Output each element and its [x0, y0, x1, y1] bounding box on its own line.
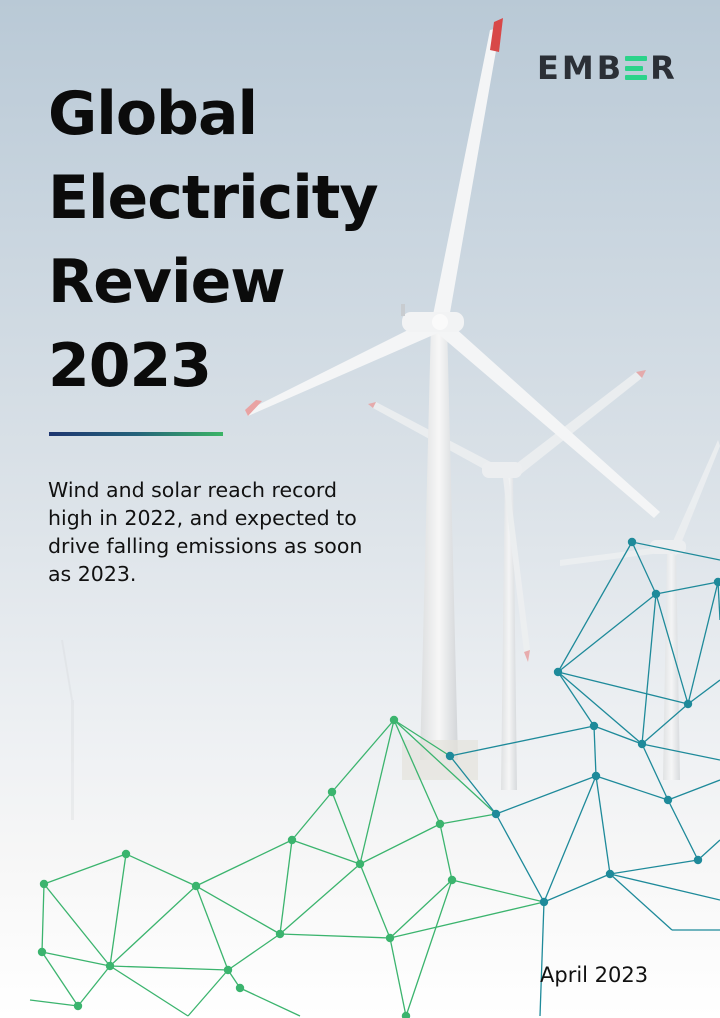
- title-line: 2023: [48, 331, 212, 401]
- ember-e-mark-icon: [625, 56, 648, 80]
- report-title: Global Electricity Review 2023: [48, 72, 428, 408]
- logo-text-suffix: R: [650, 49, 678, 87]
- title-line: Review: [48, 247, 286, 317]
- title-divider: [49, 432, 223, 436]
- logo-text-prefix: EMB: [537, 49, 625, 87]
- title-line: Electricity: [48, 163, 379, 233]
- title-line: Global: [48, 79, 258, 149]
- ember-logo: EMB R: [537, 48, 678, 88]
- publication-date: April 2023: [540, 963, 649, 987]
- report-subtitle: Wind and solar reach record high in 2022…: [48, 478, 363, 586]
